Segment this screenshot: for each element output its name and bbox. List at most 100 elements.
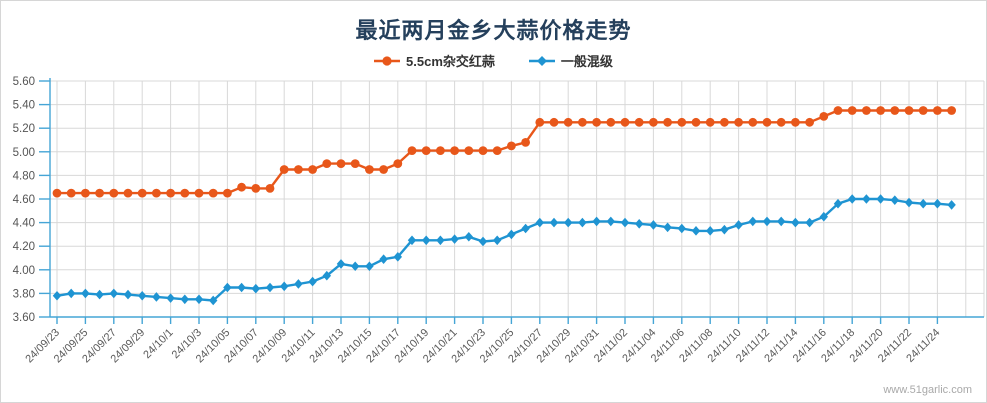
data-point-circle[interactable] (748, 117, 758, 127)
data-point-circle[interactable] (592, 117, 601, 127)
data-point-diamond[interactable] (365, 261, 374, 272)
data-point-circle[interactable] (478, 146, 488, 156)
data-point-circle[interactable] (677, 117, 687, 127)
data-point-circle[interactable] (379, 165, 388, 174)
data-point-circle[interactable] (81, 188, 90, 198)
data-point-diamond[interactable] (776, 216, 786, 227)
data-point-circle[interactable] (223, 188, 232, 198)
data-point-diamond[interactable] (535, 217, 545, 228)
data-point-circle[interactable] (819, 112, 829, 121)
data-point-diamond[interactable] (279, 281, 289, 292)
data-point-diamond[interactable] (592, 216, 601, 227)
data-point-circle[interactable] (620, 117, 630, 127)
data-point-diamond[interactable] (166, 293, 175, 303)
data-point-diamond[interactable] (421, 235, 431, 246)
data-point-circle[interactable] (691, 117, 701, 127)
data-point-diamond[interactable] (152, 292, 161, 302)
data-point-circle[interactable] (649, 117, 658, 127)
data-point-diamond[interactable] (180, 294, 190, 305)
data-point-circle[interactable] (876, 106, 885, 115)
data-point-circle[interactable] (918, 106, 928, 115)
data-point-circle[interactable] (407, 146, 417, 156)
data-point-circle[interactable] (208, 188, 218, 198)
data-point-circle[interactable] (279, 165, 289, 174)
data-point-diamond[interactable] (634, 218, 644, 229)
data-point-circle[interactable] (237, 182, 247, 192)
data-point-diamond[interactable] (350, 261, 360, 272)
data-point-diamond[interactable] (109, 288, 119, 299)
legend-item-hybrid-red-garlic[interactable]: 5.5cm杂交红蒜 (374, 51, 495, 70)
data-point-diamond[interactable] (308, 276, 317, 287)
data-point-circle[interactable] (251, 183, 261, 193)
data-point-circle[interactable] (549, 117, 559, 127)
data-point-circle[interactable] (137, 188, 147, 198)
data-point-circle[interactable] (365, 165, 374, 174)
data-point-circle[interactable] (393, 159, 403, 169)
data-point-diamond[interactable] (251, 283, 261, 294)
data-point-circle[interactable] (904, 106, 914, 115)
data-point-diamond[interactable] (876, 194, 885, 204)
data-point-diamond[interactable] (563, 217, 573, 228)
data-point-diamond[interactable] (223, 282, 232, 293)
data-point-circle[interactable] (890, 106, 900, 115)
data-point-diamond[interactable] (805, 217, 814, 228)
data-point-circle[interactable] (606, 117, 616, 127)
data-point-circle[interactable] (734, 117, 743, 127)
data-point-circle[interactable] (705, 117, 715, 127)
data-point-diamond[interactable] (379, 254, 388, 264)
data-point-circle[interactable] (336, 159, 346, 169)
data-point-circle[interactable] (180, 188, 190, 198)
data-point-diamond[interactable] (95, 289, 104, 300)
data-point-diamond[interactable] (606, 216, 616, 227)
data-point-diamond[interactable] (705, 226, 715, 236)
data-point-circle[interactable] (535, 117, 545, 127)
data-point-diamond[interactable] (649, 220, 658, 230)
data-point-circle[interactable] (720, 117, 729, 127)
data-point-diamond[interactable] (265, 282, 275, 293)
data-point-diamond[interactable] (720, 224, 729, 235)
data-point-circle[interactable] (166, 188, 176, 198)
data-point-circle[interactable] (847, 106, 857, 115)
data-point-diamond[interactable] (691, 226, 701, 236)
data-point-diamond[interactable] (507, 229, 516, 240)
data-point-diamond[interactable] (137, 290, 147, 301)
data-point-circle[interactable] (663, 117, 672, 127)
data-point-diamond[interactable] (294, 279, 303, 289)
data-point-diamond[interactable] (549, 217, 559, 228)
data-point-circle[interactable] (578, 117, 587, 127)
data-point-diamond[interactable] (194, 294, 204, 305)
data-point-circle[interactable] (791, 117, 800, 127)
data-point-diamond[interactable] (620, 217, 630, 228)
legend-item-general-mixed-grade[interactable]: 一般混级 (528, 51, 613, 70)
data-point-diamond[interactable] (933, 198, 942, 209)
data-point-circle[interactable] (833, 106, 843, 115)
data-point-circle[interactable] (862, 106, 871, 115)
data-point-diamond[interactable] (918, 198, 928, 209)
data-point-circle[interactable] (152, 188, 161, 198)
data-point-diamond[interactable] (492, 235, 502, 246)
data-point-diamond[interactable] (819, 211, 829, 222)
data-point-diamond[interactable] (393, 252, 403, 262)
data-point-diamond[interactable] (677, 223, 687, 234)
data-point-circle[interactable] (194, 188, 204, 198)
data-point-diamond[interactable] (436, 235, 445, 246)
data-point-circle[interactable] (563, 117, 573, 127)
data-point-circle[interactable] (109, 188, 119, 198)
data-point-circle[interactable] (52, 188, 62, 198)
data-point-diamond[interactable] (464, 231, 474, 242)
data-point-diamond[interactable] (81, 288, 90, 299)
data-point-circle[interactable] (634, 117, 644, 127)
data-point-circle[interactable] (294, 165, 303, 174)
data-point-circle[interactable] (947, 106, 956, 115)
data-point-circle[interactable] (776, 117, 786, 127)
data-point-circle[interactable] (123, 188, 133, 198)
data-point-circle[interactable] (95, 188, 104, 198)
data-point-circle[interactable] (308, 165, 317, 174)
data-point-diamond[interactable] (52, 290, 62, 301)
data-point-circle[interactable] (436, 146, 445, 156)
data-point-circle[interactable] (805, 117, 814, 127)
data-point-diamond[interactable] (791, 217, 800, 228)
data-point-diamond[interactable] (847, 194, 857, 204)
data-point-circle[interactable] (507, 141, 516, 151)
